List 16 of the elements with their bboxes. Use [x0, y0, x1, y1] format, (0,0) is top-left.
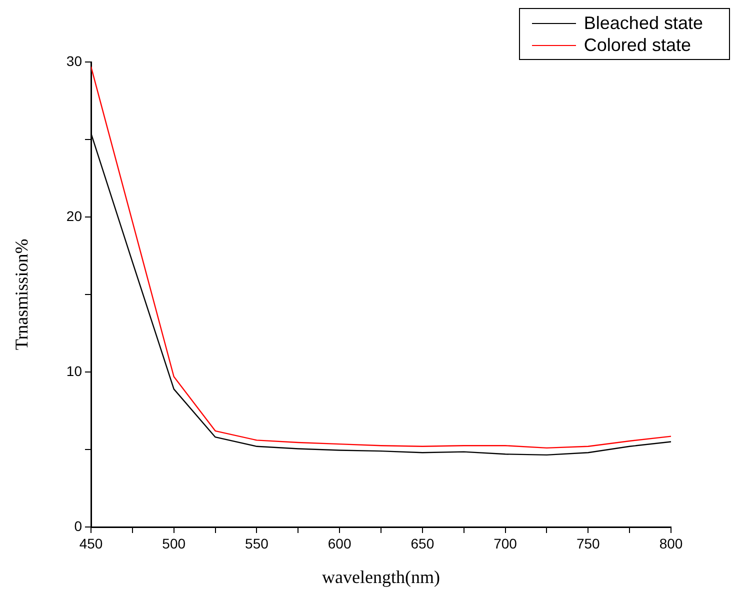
y-tick-label: 0: [74, 518, 82, 534]
x-axis-title: wavelength(nm): [322, 566, 440, 587]
legend-label: Colored state: [584, 34, 691, 56]
x-tick-label: 800: [659, 535, 683, 552]
x-tick-label: 450: [79, 535, 103, 552]
y-tick-label: 30: [66, 52, 82, 69]
y-axis-title: Trnasmission%: [12, 238, 32, 350]
x-tick-label: 550: [245, 535, 269, 552]
x-tick-label: 600: [328, 535, 352, 552]
x-tick-label: 700: [494, 535, 518, 552]
y-tick-label: 10: [66, 362, 82, 379]
legend-label: Bleached state: [584, 12, 703, 34]
x-tick-label: 750: [576, 535, 600, 552]
x-tick-label: 650: [410, 535, 434, 552]
y-tick-label: 20: [66, 208, 82, 224]
x-tick-label: 500: [162, 535, 186, 552]
